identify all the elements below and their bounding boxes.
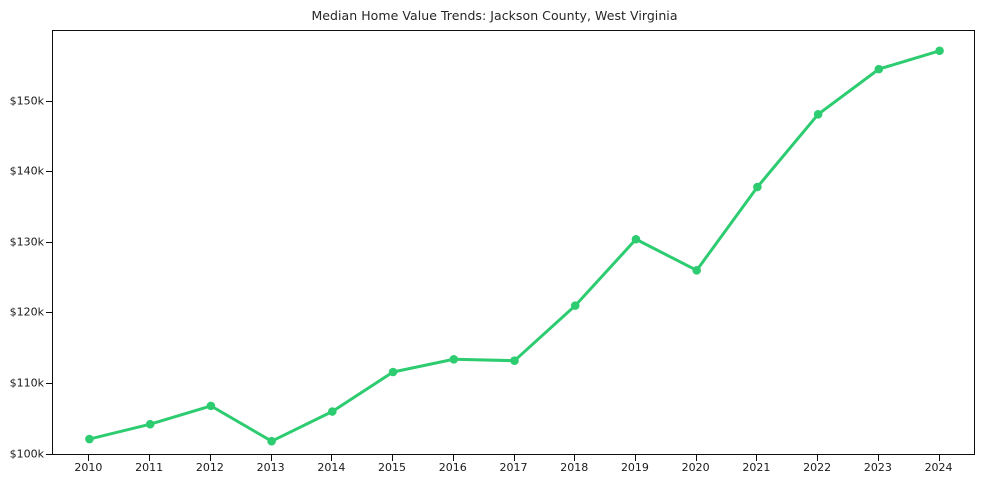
x-tick-label-2019: 2019 [620, 461, 649, 474]
y-tick-label-150k: $150k [9, 94, 44, 108]
data-point-2021 [753, 182, 762, 192]
y-tick-label-120k: $120k [9, 305, 44, 319]
data-point-2011 [145, 419, 155, 429]
x-tick-label-2010: 2010 [74, 461, 103, 474]
data-point-2013 [267, 436, 276, 446]
y-tick-label-140k: $140k [9, 164, 44, 178]
data-point-2012 [206, 401, 216, 411]
x-tick-label-2013: 2013 [256, 461, 285, 474]
y-axis-tick-labels: $100k $110k $120k $130k $140k $150k [0, 0, 44, 490]
data-line-median-home-value [87, 49, 942, 443]
x-tick-label-2024: 2024 [924, 461, 953, 474]
data-point-markers [85, 46, 944, 446]
data-point-2023 [874, 64, 884, 74]
plot-area [52, 30, 975, 455]
data-point-2022 [813, 110, 823, 119]
x-tick-label-2021: 2021 [742, 461, 771, 474]
chart-title: Median Home Value Trends: Jackson County… [311, 8, 678, 23]
data-point-2020 [692, 266, 701, 275]
data-point-2017 [510, 356, 519, 365]
data-point-2016 [449, 354, 459, 364]
x-tick-label-2012: 2012 [195, 461, 224, 474]
x-tick-label-2011: 2011 [135, 461, 164, 474]
data-point-2015 [388, 367, 398, 377]
line-chart-svg [85, 46, 944, 446]
data-point-2010 [85, 434, 94, 444]
x-tick-label-2022: 2022 [803, 461, 832, 474]
data-point-2018 [570, 301, 580, 310]
y-tick-label-130k: $130k [9, 235, 44, 249]
x-tick-label-2023: 2023 [863, 461, 892, 474]
x-tick-label-2020: 2020 [681, 461, 710, 474]
x-tick-label-2016: 2016 [438, 461, 467, 474]
data-point-2014 [328, 407, 337, 416]
data-point-2019 [631, 234, 641, 244]
x-tick-label-2017: 2017 [499, 461, 528, 474]
x-tick-label-2015: 2015 [378, 461, 407, 474]
x-tick-label-2018: 2018 [560, 461, 589, 474]
data-point-2024 [935, 46, 944, 56]
x-tick-label-2014: 2014 [317, 461, 346, 474]
y-tick-label-100k: $100k [9, 447, 44, 461]
y-tick-label-110k: $110k [9, 376, 44, 390]
